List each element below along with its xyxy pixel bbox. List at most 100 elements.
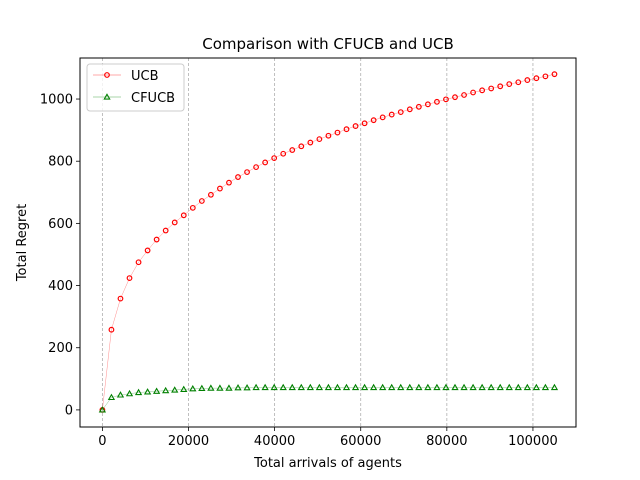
data-point xyxy=(279,383,287,391)
data-point xyxy=(415,383,423,391)
data-point xyxy=(342,383,351,391)
data-point xyxy=(351,383,360,391)
data-point xyxy=(271,155,278,161)
data-point xyxy=(116,391,125,398)
data-point xyxy=(514,383,522,391)
data-point xyxy=(217,185,223,192)
data-point xyxy=(226,179,232,186)
data-point xyxy=(415,103,422,110)
x-axis-label: Total arrivals of agents xyxy=(253,456,402,471)
legend-marker xyxy=(103,93,111,100)
data-point xyxy=(216,384,224,391)
legend-label: UCB xyxy=(131,69,159,84)
data-point xyxy=(487,383,495,391)
data-point xyxy=(541,383,550,391)
data-point xyxy=(315,383,324,391)
data-point xyxy=(243,384,251,391)
data-point xyxy=(198,384,206,392)
data-point xyxy=(189,204,196,211)
data-point xyxy=(379,383,387,391)
data-point xyxy=(360,383,369,391)
data-point xyxy=(107,393,116,401)
legend-box xyxy=(86,63,185,112)
data-point xyxy=(533,75,540,82)
data-point xyxy=(171,386,179,393)
data-point xyxy=(523,383,531,391)
y-tick-label: 400 xyxy=(48,279,73,294)
x-tick-label: 100000 xyxy=(508,434,558,449)
data-point xyxy=(289,147,296,153)
series-ucb xyxy=(99,71,558,413)
data-point xyxy=(433,383,441,391)
data-point xyxy=(542,73,549,80)
data-point xyxy=(497,83,504,90)
data-point xyxy=(361,120,368,127)
legend-marker xyxy=(104,72,110,78)
data-point xyxy=(334,129,341,136)
data-point xyxy=(207,384,215,391)
y-tick-label: 0 xyxy=(65,403,73,418)
data-point xyxy=(162,227,169,234)
data-point xyxy=(551,71,558,78)
data-point xyxy=(443,96,449,103)
y-tick-label: 800 xyxy=(48,155,73,170)
data-point xyxy=(171,219,178,226)
data-point xyxy=(333,383,342,391)
data-point xyxy=(478,383,486,391)
data-point xyxy=(108,326,115,333)
data-point xyxy=(198,198,205,204)
plot-frame xyxy=(79,57,577,428)
y-axis-label: Total Regret xyxy=(15,204,30,282)
series-line xyxy=(102,73,555,410)
data-point xyxy=(424,383,432,391)
data-point xyxy=(180,385,188,392)
data-point xyxy=(262,159,269,166)
data-point xyxy=(469,383,477,391)
data-point xyxy=(515,79,522,86)
data-point xyxy=(98,406,107,413)
data-point xyxy=(424,101,431,108)
legend-item-ucb: UCB xyxy=(93,69,159,84)
data-point xyxy=(307,139,314,146)
data-point xyxy=(325,132,332,139)
data-point xyxy=(460,383,468,391)
data-point xyxy=(506,81,513,88)
data-point xyxy=(442,383,450,391)
legend: UCB CFUCB xyxy=(86,63,185,112)
data-point xyxy=(189,384,197,392)
x-axis: 0 20000 40000 60000 80000 100000 xyxy=(98,427,558,449)
data-point xyxy=(153,236,160,243)
data-point xyxy=(306,383,314,391)
data-point xyxy=(244,169,250,175)
legend-label: CFUCB xyxy=(131,91,175,106)
data-point xyxy=(162,386,170,394)
data-point xyxy=(397,109,404,115)
data-point xyxy=(352,123,359,129)
legend-item-cfucb: CFUCB xyxy=(93,91,175,106)
data-point xyxy=(135,259,142,266)
series-line xyxy=(102,387,555,411)
data-point xyxy=(298,143,305,150)
data-point xyxy=(488,85,495,92)
data-point xyxy=(297,383,305,391)
data-point xyxy=(434,98,440,105)
data-point xyxy=(370,117,377,124)
data-point xyxy=(524,77,531,83)
data-point xyxy=(152,387,161,394)
data-point xyxy=(235,174,241,180)
data-point xyxy=(451,383,459,391)
data-point xyxy=(388,383,396,391)
y-axis: 0 200 400 600 800 1000 xyxy=(40,93,80,418)
grid xyxy=(101,58,534,427)
data-point xyxy=(143,388,152,395)
data-point xyxy=(253,164,259,171)
data-point xyxy=(505,383,513,391)
data-point xyxy=(550,383,559,391)
data-point xyxy=(126,275,133,281)
x-tick-label: 20000 xyxy=(168,434,209,449)
x-tick-label: 0 xyxy=(98,434,106,449)
y-tick-label: 200 xyxy=(48,341,73,356)
data-point xyxy=(180,212,187,219)
data-point xyxy=(316,136,323,143)
